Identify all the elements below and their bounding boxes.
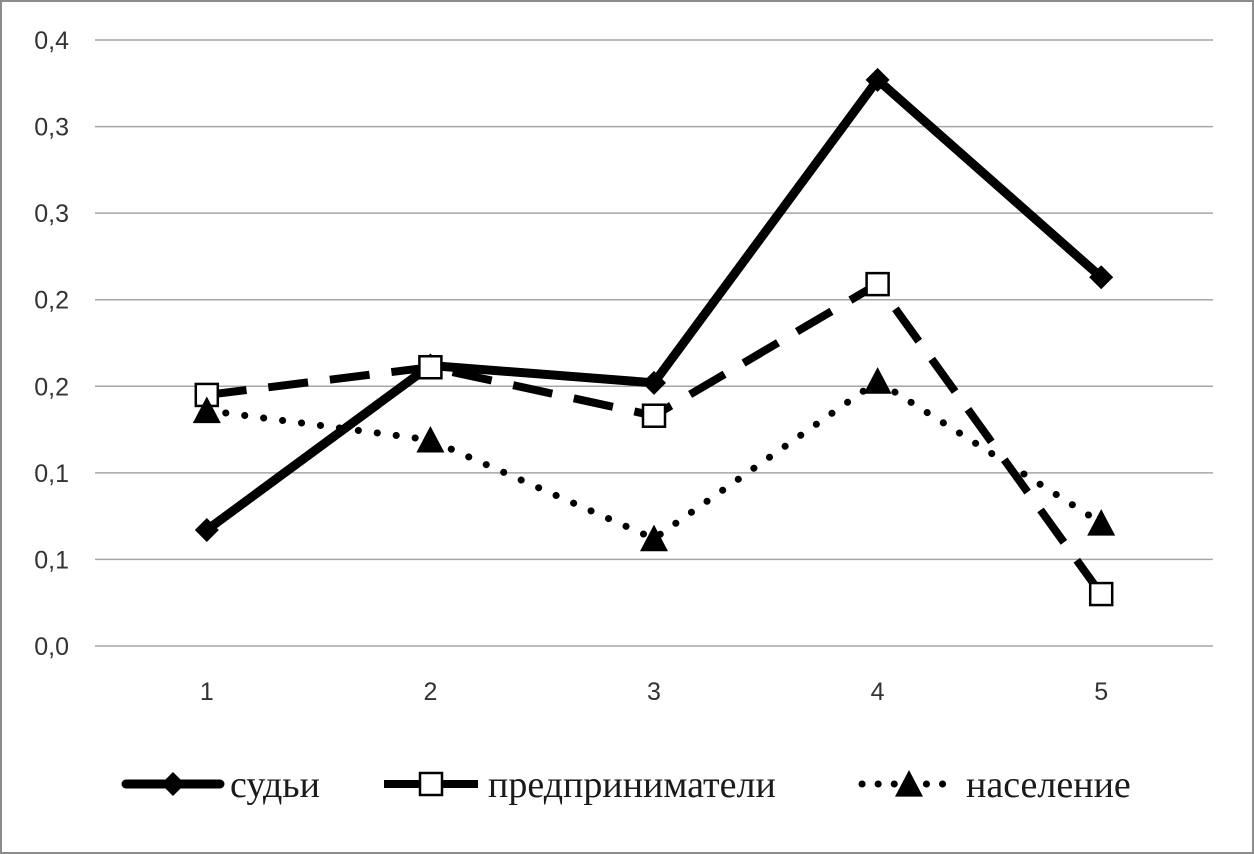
series-line <box>202 75 1106 535</box>
data-point-marker <box>192 396 221 424</box>
legend-label: население <box>966 764 1131 806</box>
gridlines <box>95 39 1213 647</box>
y-tick-label: 0,2 <box>34 287 69 315</box>
series-3 <box>192 367 1116 552</box>
series-lines <box>192 67 1116 607</box>
data-point-marker <box>641 403 667 428</box>
x-tick-label: 5 <box>1094 678 1108 706</box>
legend-swatch-marker <box>895 770 923 797</box>
legend-entry: население <box>858 764 1131 806</box>
legend-swatch-marker <box>161 772 185 796</box>
y-tick-label: 0,3 <box>34 114 69 142</box>
series-line <box>203 377 1105 543</box>
x-tick-label: 2 <box>423 678 437 706</box>
data-point-marker <box>1088 581 1114 607</box>
y-tick-label: 0,4 <box>34 27 69 55</box>
data-point-marker <box>1087 509 1116 536</box>
series-2 <box>194 271 1114 607</box>
x-tick-label: 4 <box>871 678 885 706</box>
y-tick-label: 0,1 <box>34 546 69 574</box>
data-point-marker <box>865 271 890 297</box>
legend-swatch-marker <box>418 771 444 797</box>
data-point-marker <box>194 517 219 542</box>
data-point-marker <box>863 367 892 394</box>
x-axis-ticks: 1 2 3 4 5 <box>200 678 1108 706</box>
data-point-marker <box>642 370 666 395</box>
y-tick-label: 0,0 <box>34 633 69 661</box>
legend-label: судьи <box>230 764 320 806</box>
y-axis-ticks: 0,0 0,1 0,1 0,2 0,2 0,3 0,3 0,4 <box>34 27 69 661</box>
data-point-marker <box>1089 265 1114 290</box>
y-tick-label: 0,1 <box>34 460 69 488</box>
data-point-marker <box>640 524 668 552</box>
x-tick-label: 1 <box>200 678 214 706</box>
legend-label: предприниматели <box>488 764 776 806</box>
data-point-marker <box>418 354 443 380</box>
series-1 <box>194 67 1114 542</box>
legend: судьи предприниматели население <box>121 764 1131 806</box>
legend-entry: предприниматели <box>384 764 776 806</box>
x-tick-label: 3 <box>647 678 661 706</box>
y-tick-label: 0,2 <box>34 373 69 401</box>
data-point-marker <box>416 425 445 453</box>
y-tick-label: 0,3 <box>34 200 69 228</box>
data-point-marker <box>865 67 890 92</box>
legend-entry: судьи <box>121 764 320 806</box>
